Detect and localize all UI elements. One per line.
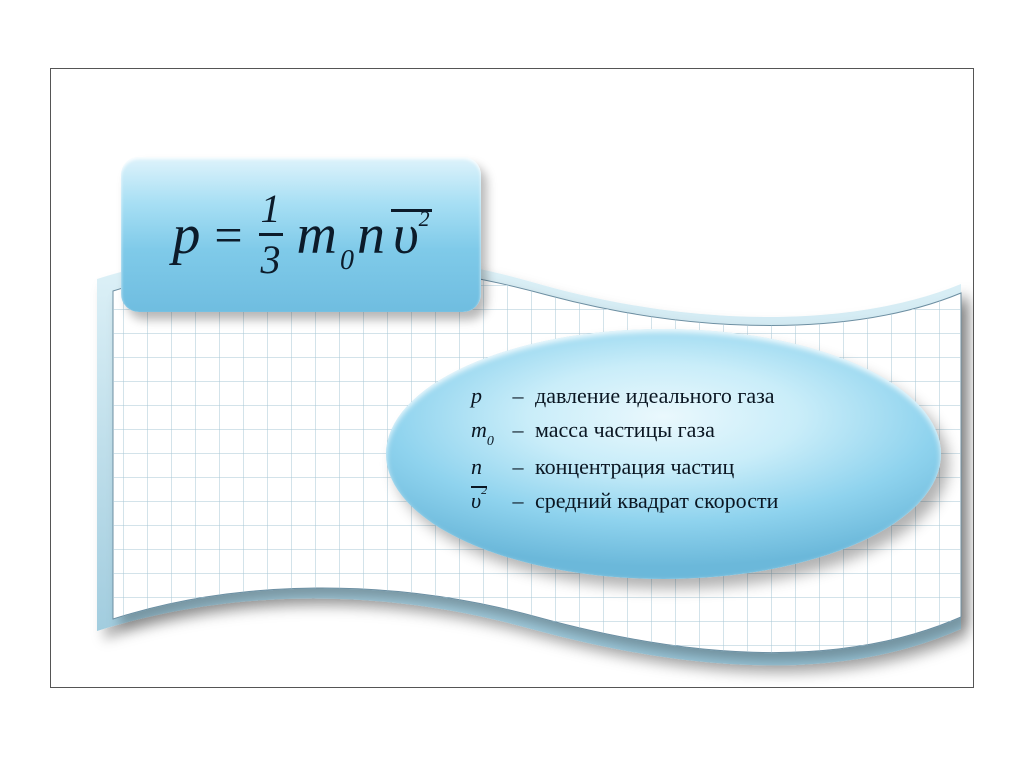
formula-n: n <box>353 203 389 267</box>
legend-desc: масса частицы газа <box>535 417 715 442</box>
legend-desc: средний квадрат скорости <box>535 488 778 513</box>
fraction-num: 1 <box>259 188 283 230</box>
legend-text: p – давление идеального газа m0 – масса … <box>471 379 901 518</box>
fraction-den: 3 <box>259 239 283 281</box>
legend-row: m0 – масса частицы газа <box>471 413 901 450</box>
formula: p = 1 3 m0 n υ2 <box>121 157 481 312</box>
fraction-bar <box>259 233 283 236</box>
formula-equals: = <box>204 206 252 264</box>
formula-m: m0 <box>289 203 353 267</box>
stage: p = 1 3 m0 n υ2 p – <box>0 0 1024 767</box>
legend-row: n – концентрация частиц <box>471 450 901 484</box>
formula-fraction: 1 3 <box>253 188 289 281</box>
legend-desc: концентрация частиц <box>535 454 734 479</box>
slide-frame: p = 1 3 m0 n υ2 p – <box>50 68 974 688</box>
legend-row: υ2 – средний квадрат скорости <box>471 484 901 518</box>
legend-desc: давление идеального газа <box>535 383 775 408</box>
formula-lhs: p <box>168 207 204 263</box>
formula-v: υ2 <box>389 203 434 267</box>
legend-row: p – давление идеального газа <box>471 379 901 413</box>
formula-card: p = 1 3 m0 n υ2 <box>121 157 481 312</box>
